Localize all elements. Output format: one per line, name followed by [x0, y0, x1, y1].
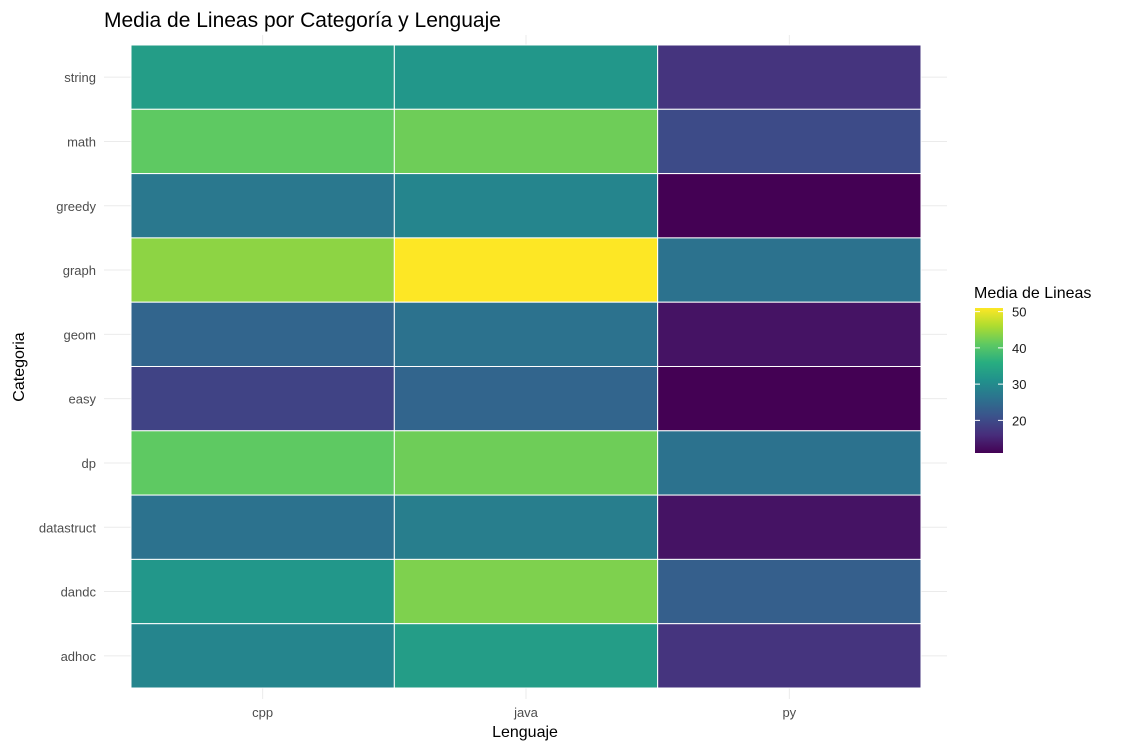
x-tick-label-cpp: cpp — [252, 705, 273, 720]
legend-tick-label-50: 50 — [1012, 305, 1026, 320]
y-tick-label-string: string — [64, 70, 96, 85]
x-axis-title: Lenguaje — [492, 724, 558, 741]
legend-tick-label-40: 40 — [1012, 341, 1026, 356]
heatmap-cell-math-cpp — [130, 108, 395, 175]
y-tick-label-math: math — [67, 134, 96, 149]
heatmap-cell-dandc-py — [657, 558, 922, 625]
legend-tick-label-30: 30 — [1012, 377, 1026, 392]
x-tick-labels: cpp java py — [252, 705, 797, 720]
heatmap-cell-geom-py — [657, 301, 922, 368]
x-tick-label-py: py — [782, 705, 796, 720]
heatmap-cell-math-java — [393, 108, 659, 175]
heatmap-cell-graph-py — [657, 237, 922, 303]
y-tick-label-graph: graph — [63, 263, 96, 278]
heatmap-cell-adhoc-cpp — [130, 623, 395, 689]
heatmap-cell-dp-py — [657, 430, 922, 496]
y-tick-label-datastruct: datastruct — [39, 520, 96, 535]
heatmap-cell-easy-cpp — [130, 366, 395, 432]
chart-title: Media de Lineas por Categoría y Lenguaje — [104, 9, 501, 32]
heatmap-cell-string-java — [393, 44, 659, 110]
y-axis-title: Categoria — [11, 332, 28, 401]
heatmap-cell-datastruct-cpp — [130, 494, 395, 560]
legend-ticks: 20 30 40 50 — [975, 305, 1026, 428]
heatmap-cell-easy-py — [657, 366, 922, 432]
heatmap-cell-dp-java — [393, 430, 659, 496]
heatmap-cell-greedy-py — [657, 173, 922, 239]
heatmap-cells — [130, 44, 922, 689]
legend-tick-label-20: 20 — [1012, 413, 1026, 428]
heatmap-cell-graph-cpp — [130, 237, 395, 303]
y-tick-labels: string math greedy graph geom easy dp datastruc… — [39, 70, 97, 664]
y-tick-label-greedy: greedy — [56, 199, 96, 214]
heatmap-cell-math-py — [657, 108, 922, 175]
x-tick-label-java: java — [513, 705, 539, 720]
heatmap-cell-adhoc-py — [657, 623, 922, 689]
heatmap-cell-geom-java — [393, 301, 659, 368]
color-legend: Media de Lineas 20 30 40 50 — [974, 285, 1091, 453]
heatmap-cell-datastruct-py — [657, 494, 922, 560]
heatmap-cell-greedy-java — [393, 173, 659, 239]
heatmap-cell-graph-java — [393, 237, 659, 303]
y-tick-label-dandc: dandc — [61, 585, 97, 600]
y-tick-label-geom: geom — [63, 327, 96, 342]
heatmap-cell-greedy-cpp — [130, 173, 395, 239]
heatmap-cell-dp-cpp — [130, 430, 395, 496]
heatmap-cell-string-py — [657, 44, 922, 110]
y-tick-label-dp: dp — [82, 456, 96, 471]
y-tick-label-easy: easy — [69, 392, 97, 407]
heatmap-cell-dandc-cpp — [130, 558, 395, 625]
heatmap-cell-geom-cpp — [130, 301, 395, 368]
heatmap-cell-datastruct-java — [393, 494, 659, 560]
legend-colorbar — [975, 308, 1003, 453]
legend-title: Media de Lineas — [974, 285, 1091, 302]
heatmap-cell-dandc-java — [393, 558, 659, 625]
heatmap-cell-easy-java — [393, 366, 659, 432]
heatmap-cell-adhoc-java — [393, 623, 659, 689]
y-tick-label-adhoc: adhoc — [61, 649, 97, 664]
heatmap-cell-string-cpp — [130, 44, 395, 110]
